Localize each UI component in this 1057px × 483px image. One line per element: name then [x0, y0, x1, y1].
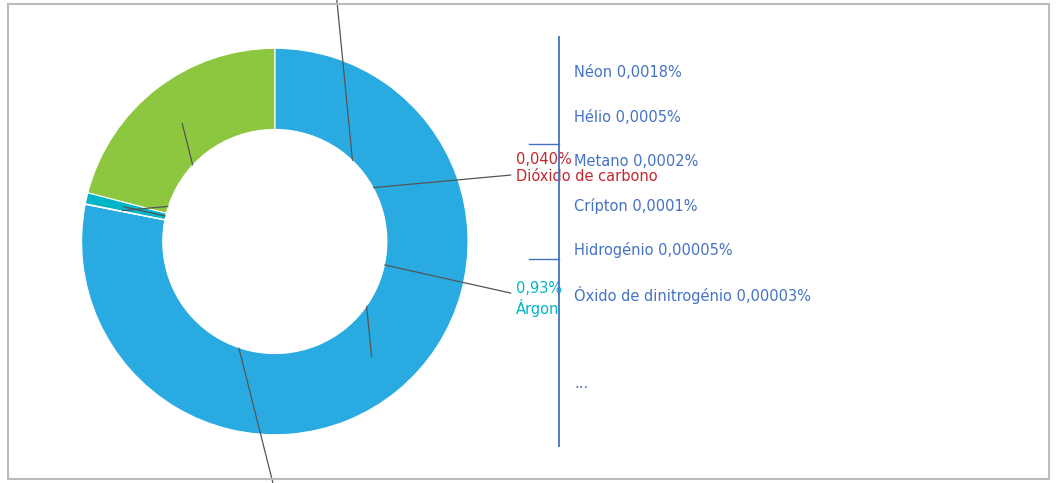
Text: 0,040%
Dióxido de carbono: 0,040% Dióxido de carbono [123, 152, 657, 211]
Wedge shape [86, 204, 165, 220]
Text: Crípton 0,0001%: Crípton 0,0001% [574, 198, 698, 214]
Text: Óxido de dinitrogénio 0,00003%: Óxido de dinitrogénio 0,00003% [574, 286, 811, 304]
Text: 0,93%
Árgon: 0,93% Árgon [123, 207, 562, 317]
Text: 20,94%
Oxigénio: 20,94% Oxigénio [182, 124, 317, 483]
Wedge shape [86, 204, 165, 220]
Wedge shape [88, 48, 275, 213]
Wedge shape [86, 193, 166, 220]
Text: Hidrogénio 0,00005%: Hidrogénio 0,00005% [574, 242, 733, 258]
Text: ...: ... [574, 376, 589, 391]
Text: Néon 0,0018%: Néon 0,0018% [574, 65, 682, 80]
Text: Metano 0,0002%: Metano 0,0002% [574, 154, 699, 169]
Circle shape [163, 129, 387, 354]
Wedge shape [81, 48, 468, 435]
Text: 78,08%
Nitrogénio: 78,08% Nitrogénio [295, 0, 372, 356]
Text: Hélio 0,0005%: Hélio 0,0005% [574, 110, 681, 125]
